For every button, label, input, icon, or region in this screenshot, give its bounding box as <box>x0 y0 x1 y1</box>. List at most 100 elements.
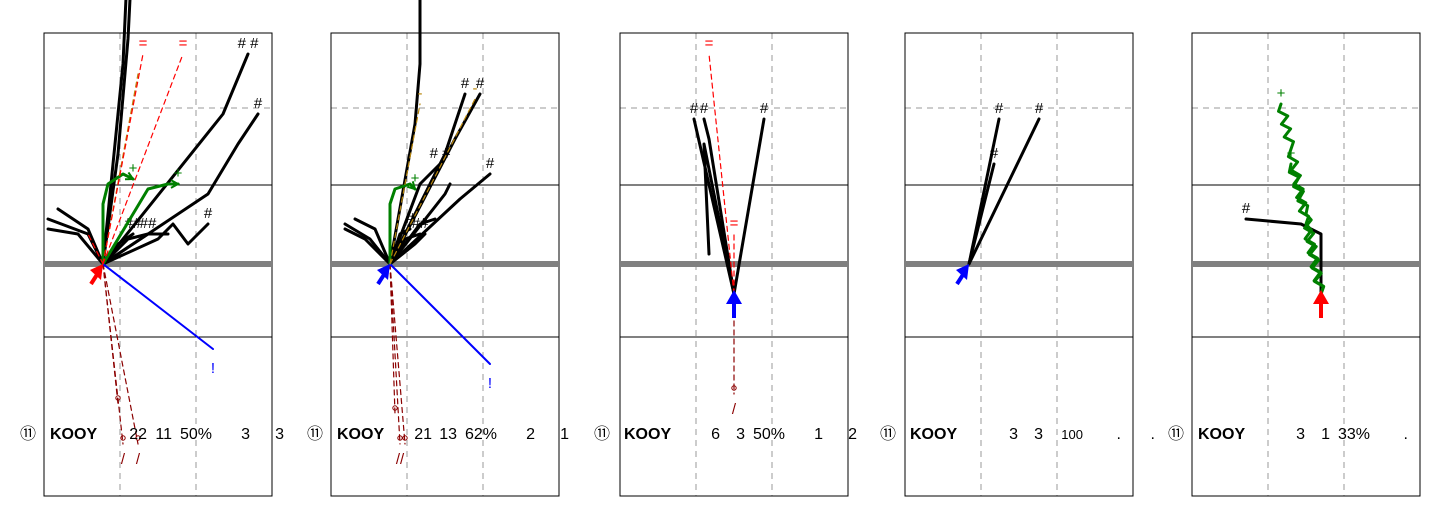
route-label: # <box>204 205 213 222</box>
route-label: # <box>990 145 999 162</box>
route-run-12 <box>101 172 135 266</box>
route-label: # <box>476 75 485 92</box>
route-penalty-21 <box>87 233 104 265</box>
route-label: # <box>690 100 699 117</box>
route-arrowhead <box>124 171 135 181</box>
player-name: KOOY <box>337 426 384 443</box>
route-catch-7 <box>101 232 150 266</box>
stat-value: 1 <box>814 426 823 443</box>
route-incomplete-16 <box>389 263 406 445</box>
route-label: + <box>411 170 420 187</box>
stat-value: 11 <box>155 426 172 443</box>
field-grid <box>904 32 1134 497</box>
player-badge: ⑪ <box>307 425 323 443</box>
route-drop-19 <box>389 103 421 265</box>
route-catch-6 <box>388 0 422 266</box>
stat-value: 3 <box>1034 426 1043 443</box>
route-label: # # <box>238 35 260 52</box>
route-interception-17 <box>102 263 214 350</box>
panel-2: # ## #####+//!- -⑪ KOOY 21 13 62% 2 1 <box>307 0 569 497</box>
stat-value: 3 <box>1296 426 1305 443</box>
incomplete-marker <box>120 435 126 441</box>
routes: # + + <box>1242 85 1326 296</box>
route-label: - <box>418 85 423 102</box>
incomplete-marker <box>731 385 737 391</box>
route-penalty-7 <box>708 53 735 295</box>
route-incomplete-15 <box>389 263 401 445</box>
start-arrow <box>89 264 103 286</box>
player-badge: ⑪ <box>880 425 896 443</box>
route-label: # # <box>430 145 452 162</box>
route-catch-13 <box>388 217 437 266</box>
panel-3: # # #/==⑪ KOOY 6 3 50% 1 2 <box>594 32 857 497</box>
route-catch-2 <box>101 0 132 266</box>
route-label: + <box>1287 145 1296 162</box>
route-label: # <box>1035 100 1044 117</box>
stat-value: 1 <box>560 426 569 443</box>
stat-value: 6 <box>711 426 720 443</box>
route-label: # <box>995 100 1004 117</box>
route-catch-9 <box>56 207 105 266</box>
routes: # ## #####+//!- - <box>343 0 495 468</box>
route-run-13 <box>101 182 180 266</box>
route-run-wavy-3 <box>1287 162 1326 296</box>
route-run-wavy-2 <box>1277 102 1325 296</box>
routes: #### ######++//!== <box>46 0 263 468</box>
panel-5: # + + ⑪ KOOY 3 1 33%. <box>1168 32 1421 497</box>
route-drop-20 <box>389 98 476 265</box>
stat-value: 3 <box>241 426 250 443</box>
player-name: KOOY <box>1198 426 1245 443</box>
route-label: // <box>396 451 405 468</box>
stat-value: 3 <box>736 426 745 443</box>
route-catch-12 <box>343 227 392 266</box>
stat-value: 22 <box>129 426 147 443</box>
stat-value: 50% <box>753 426 785 443</box>
route-catch-5 <box>101 222 210 266</box>
stat-value: 2 <box>526 426 535 443</box>
route-penalty-19 <box>102 53 144 265</box>
route-catch-1 <box>101 0 128 266</box>
player-badge: ⑪ <box>20 425 36 443</box>
route-catch-3 <box>702 142 736 296</box>
stat-value: 1 <box>1321 426 1330 443</box>
player-name: KOOY <box>910 426 957 443</box>
stat-value: 50% <box>180 426 212 443</box>
field-grid <box>330 32 560 497</box>
stat-value: 62% <box>465 426 497 443</box>
incomplete-marker <box>135 435 141 441</box>
route-catch-3 <box>967 117 1041 266</box>
stat-value: 2 <box>848 426 857 443</box>
stat-value: 13 <box>439 426 457 443</box>
route-incomplete-15 <box>102 263 139 445</box>
route-catch-4 <box>732 117 766 296</box>
route-label: ! <box>211 360 215 377</box>
stat-value: . <box>1117 426 1121 443</box>
route-label: = <box>139 35 148 52</box>
route-label: # <box>1242 200 1251 217</box>
route-catch-3 <box>101 112 260 266</box>
start-arrow <box>376 264 390 286</box>
field-grid <box>1191 32 1421 497</box>
route-label: + <box>174 165 183 182</box>
route-catch-11 <box>101 232 170 266</box>
incomplete-marker <box>402 435 408 441</box>
route-catch-9 <box>388 232 427 266</box>
player-badge: ⑪ <box>594 425 610 443</box>
stat-value: 100 <box>1061 427 1083 442</box>
routes: # # #/== <box>690 35 769 418</box>
stat-value: 21 <box>414 426 432 443</box>
route-arrowhead <box>407 181 417 191</box>
start-arrow <box>1313 290 1329 318</box>
route-label: # <box>486 155 495 172</box>
route-catch-1 <box>388 92 467 266</box>
route-run-14 <box>388 182 417 266</box>
incomplete-marker <box>115 395 121 401</box>
player-name: KOOY <box>50 426 97 443</box>
route-label: # <box>760 100 769 117</box>
player-name: KOOY <box>624 426 671 443</box>
route-label: ## <box>140 215 157 232</box>
route-label: / <box>121 451 126 468</box>
route-catch-2 <box>967 162 996 266</box>
route-label: = <box>179 35 188 52</box>
